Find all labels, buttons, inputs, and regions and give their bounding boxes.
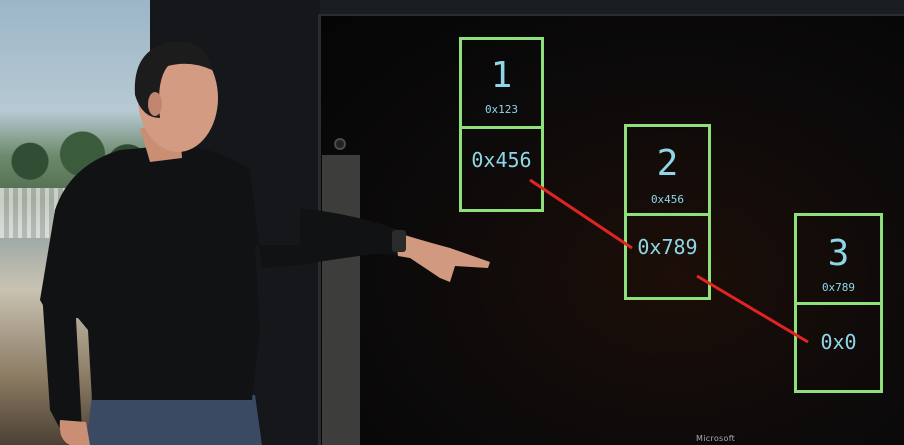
node-2-value: 2 bbox=[656, 143, 679, 184]
presenter-forearm bbox=[395, 232, 490, 282]
node-3-address: 0x789 bbox=[821, 281, 856, 294]
presenter-left-arm bbox=[42, 292, 82, 440]
link-node1-to-node2 bbox=[529, 178, 633, 250]
linked-list-node-3: 3 0x789 0x0 bbox=[794, 213, 883, 393]
presenter-jeans bbox=[86, 395, 262, 445]
node-1-value: 1 bbox=[490, 55, 513, 96]
presenter-right-arm bbox=[300, 208, 405, 256]
presenter-ear bbox=[148, 92, 162, 116]
presenter-shirt bbox=[40, 145, 405, 400]
display-screen bbox=[318, 14, 904, 445]
presenter-left-hand bbox=[59, 420, 90, 445]
node-3-value-cell: 3 0x789 bbox=[797, 216, 880, 305]
screen-brand-label: Microsoft bbox=[696, 434, 736, 443]
node-1-value-cell: 1 0x123 bbox=[462, 40, 541, 129]
node-1-pointer-cell: 0x456 bbox=[462, 126, 541, 212]
node-2-pointer-cell: 0x789 bbox=[627, 213, 708, 300]
screen-side-panel bbox=[322, 155, 360, 445]
watch-icon bbox=[392, 230, 406, 252]
linked-list-node-2: 2 0x456 0x789 bbox=[624, 124, 711, 300]
node-1-next-pointer: 0x456 bbox=[471, 148, 532, 172]
node-3-pointer-cell: 0x0 bbox=[797, 302, 880, 393]
camera-icon bbox=[334, 138, 346, 150]
linked-list-node-1: 1 0x123 0x456 bbox=[459, 37, 544, 212]
node-1-address: 0x123 bbox=[484, 103, 519, 116]
node-3-value: 3 bbox=[827, 233, 850, 274]
node-2-address: 0x456 bbox=[650, 193, 685, 206]
node-3-next-pointer: 0x0 bbox=[820, 330, 857, 354]
node-2-value-cell: 2 0x456 bbox=[627, 127, 708, 216]
link-node2-to-node3 bbox=[696, 274, 809, 344]
node-2-next-pointer: 0x789 bbox=[637, 235, 698, 259]
